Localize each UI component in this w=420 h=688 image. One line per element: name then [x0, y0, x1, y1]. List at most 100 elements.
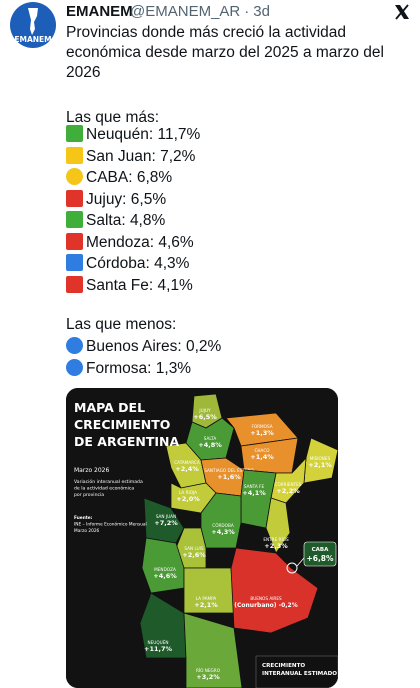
avatar-text: EMANEM — [14, 35, 51, 44]
province-value: +6,5% — [193, 413, 217, 421]
item-marker — [66, 358, 83, 376]
handle[interactable]: @EMANEM_AR — [130, 3, 241, 20]
province-name: RÍO NEGRO — [196, 668, 221, 673]
legend-title: CRECIMIENTO — [262, 663, 305, 669]
province-value: +1,3% — [250, 429, 274, 437]
list-item: Neuquén: 11,7% — [66, 124, 200, 145]
item-marker — [66, 232, 83, 250]
province-name: CHACO — [254, 448, 270, 453]
item-marker — [66, 254, 83, 271]
x-logo[interactable] — [393, 3, 411, 21]
item-marker — [66, 168, 83, 185]
province — [303, 437, 338, 484]
province-value: +4,3% — [211, 528, 235, 536]
province-value: +4,6% — [153, 572, 177, 580]
province-name: SALTA — [204, 436, 217, 441]
list-item: Salta: 4,8% — [66, 210, 165, 231]
province-value: +11,7% — [144, 645, 172, 653]
item-text: CABA: 6,8% — [86, 169, 173, 186]
item-text: Jujuy: 6,5% — [86, 190, 167, 208]
province-name: MENDOZA — [154, 567, 176, 572]
province-name: SAN LUIS — [184, 546, 203, 551]
province-name: LA RIOJA — [179, 490, 197, 495]
item-marker — [66, 275, 83, 293]
item-marker — [66, 146, 83, 164]
province — [139, 592, 187, 659]
item-text: Salta: 4,8% — [86, 212, 166, 229]
province-value: +2,1% — [308, 461, 332, 469]
tweet-text: Provincias donde más creció la actividad… — [66, 24, 384, 81]
item-text: San Juan: 7,2% — [86, 147, 196, 165]
province — [265, 497, 291, 554]
list-item: Formosa: 1,3% — [66, 358, 191, 379]
province-value: +4,1% — [242, 489, 266, 497]
separator: · — [244, 3, 250, 20]
callout-name: CABA — [312, 547, 329, 553]
province-value: +2,4% — [175, 465, 199, 473]
user-name[interactable]: EMANEM — [66, 3, 133, 20]
list-heading: Las que más: — [66, 109, 160, 126]
item-text: Mendoza: 4,6% — [86, 233, 194, 251]
list-item: CABA: 6,8% — [66, 167, 172, 188]
map-date: Marzo 2026 — [74, 467, 110, 474]
map-image[interactable]: JUJUY+6,5% SALTA+4,8% FORMOSA+1,3% CHACO +1,… — [66, 388, 338, 688]
item-text: Córdoba: 4,3% — [86, 255, 190, 272]
province-value: +2,2% — [276, 487, 300, 495]
province-name: BUENOS AIRES — [250, 596, 282, 601]
province-name: MISIONES — [310, 456, 331, 461]
item-text: Formosa: 1,3% — [86, 359, 192, 377]
province-name: CÓRDOBA — [212, 523, 234, 528]
province-name: NEUQUÉN — [148, 640, 169, 645]
province-value: +2,6% — [182, 551, 206, 559]
item-marker — [66, 337, 83, 354]
province-name: JUJUY — [198, 408, 211, 413]
callout-box — [303, 541, 337, 567]
item-text: Neuquén: 11,7% — [86, 126, 201, 143]
callout-value: +6,8% — [306, 554, 334, 563]
avatar[interactable]: EMANEM — [10, 2, 56, 48]
province-name: CORRIENTES — [275, 482, 302, 487]
province-name: CATAMARCA — [174, 460, 200, 465]
callout-marker — [286, 562, 298, 574]
province-value: +2,0% — [176, 495, 200, 503]
item-marker — [66, 125, 83, 142]
map-description: por provincia — [74, 492, 104, 498]
map-description: de la actividad económica — [74, 485, 134, 492]
province-value: +3,2% — [196, 673, 220, 681]
province-name: SAN JUAN — [156, 514, 176, 519]
map-title: DE ARGENTINA — [74, 434, 179, 449]
province-name: SANTIAGO DEL ESTERO — [204, 468, 254, 473]
map-source: Marzo 2026 — [74, 528, 100, 534]
legend-title: INTERANUAL ESTIMADO — [262, 671, 337, 677]
map-source: INE – Informe Económico Mensual — [74, 521, 147, 528]
province — [230, 547, 319, 634]
map-title: MAPA DEL — [74, 400, 145, 415]
map-source: Fuente: — [74, 515, 93, 521]
province-name: SANTA FE — [244, 484, 265, 489]
list-heading: Las que menos: — [66, 316, 177, 333]
province-value: +2,3% — [264, 542, 288, 550]
province-value: +4,8% — [198, 441, 222, 449]
tweet-meta: @EMANEM_AR · 3d — [130, 3, 274, 20]
map-description: Variación interanual estimada — [74, 478, 143, 485]
item-text: Buenos Aires: 0,2% — [86, 338, 222, 355]
time[interactable]: 3d — [253, 3, 270, 20]
callout-line — [296, 557, 305, 567]
map-title: CRECIMIENTO — [74, 417, 170, 432]
item-marker — [66, 189, 83, 207]
item-marker — [66, 211, 83, 228]
province-name: FORMOSA — [251, 424, 272, 429]
list-item: Jujuy: 6,5% — [66, 189, 166, 210]
province-value: +7,2% — [154, 519, 178, 527]
list-item: San Juan: 7,2% — [66, 146, 195, 167]
province-value: (Conurbano) -0,2% — [234, 602, 297, 609]
province — [183, 612, 243, 688]
province-value: +1,6% — [217, 473, 241, 481]
list-item: Buenos Aires: 0,2% — [66, 336, 221, 357]
province — [143, 497, 185, 544]
list-item: Santa Fe: 4,1% — [66, 275, 193, 296]
province — [183, 567, 235, 614]
province-name: LA PAMPA — [196, 596, 217, 601]
province — [200, 492, 242, 549]
